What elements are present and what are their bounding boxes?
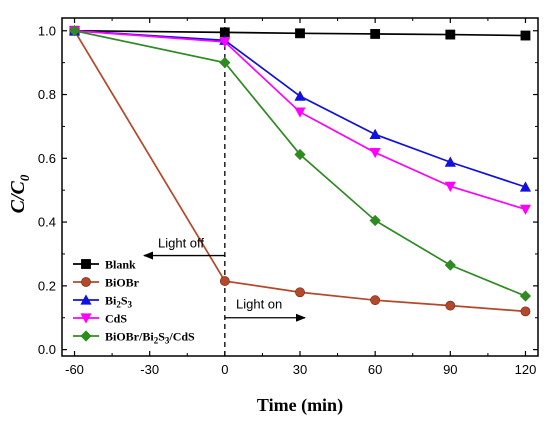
data-point-bi2s3: [294, 90, 306, 101]
data-point-cds: [444, 181, 456, 192]
legend-label-part: Bi: [105, 294, 117, 308]
legend-label-part: S: [158, 330, 165, 344]
legend-marker-cds: [80, 313, 92, 324]
legend-label-part: BiOBr: [105, 276, 140, 290]
x-tick-label: 0: [221, 362, 228, 377]
data-point-biobr-bi2s3-cds: [369, 214, 381, 227]
y-tick-label: 1.0: [38, 23, 56, 38]
light-on-label: Light on: [236, 297, 282, 312]
data-point-biobr-bi2s3-cds: [68, 25, 81, 37]
data-point-biobr: [219, 276, 230, 286]
series-line-bi2s3: [74, 29, 526, 188]
series-biobr: [69, 25, 531, 317]
legend-label-part: Blank: [105, 258, 136, 272]
data-point-blank: [445, 29, 456, 40]
x-tick-label: -60: [65, 362, 84, 377]
y-tick-label: 0.4: [38, 215, 56, 230]
legend-marker-biobr: [81, 277, 91, 287]
data-point-biobr: [445, 300, 456, 311]
legend-label-cds: CdS: [105, 312, 127, 326]
data-point-bi2s3: [369, 128, 381, 139]
y-tick-label: 0.8: [38, 87, 56, 102]
data-point-blank: [370, 29, 381, 39]
y-tick-label: 0.0: [38, 342, 56, 357]
plot-frame: [61, 17, 539, 357]
x-tick-label: 90: [443, 362, 457, 377]
series-blank: [69, 25, 531, 41]
series-cds: [68, 26, 532, 215]
data-point-biobr: [295, 287, 305, 298]
data-point-biobr: [370, 295, 381, 306]
legend-label-part: S: [121, 294, 128, 308]
series-line-cds: [74, 29, 526, 211]
series-line-blank: [74, 29, 526, 37]
data-point-bi2s3: [519, 181, 532, 192]
x-tick-label: 120: [515, 362, 537, 377]
legend-marker-blank: [81, 259, 91, 269]
data-point-biobr-bi2s3-cds: [519, 290, 532, 302]
light-off-label: Light off: [158, 236, 204, 251]
data-point-cds: [519, 204, 532, 215]
y-axis-title: C/C0: [7, 174, 32, 213]
x-tick-label: 30: [293, 362, 307, 377]
legend-label-part: 3: [128, 300, 133, 310]
series-line-biobr: [73, 30, 526, 313]
legend-marker-biobr-bi2s3-cds: [80, 330, 92, 342]
data-point-biobr-bi2s3-cds: [294, 148, 306, 161]
x-tick-label: 60: [368, 362, 382, 377]
legend-label-biobr-bi2s3-cds: BiOBr/Bi2S3/CdS: [105, 330, 195, 346]
legend-marker-bi2s3: [80, 294, 92, 305]
series-biobr-bi2s3-cds: [68, 25, 532, 302]
x-tick-label: -30: [140, 362, 159, 377]
data-point-biobr-bi2s3-cds: [219, 57, 231, 69]
data-point-cds: [294, 107, 306, 118]
legend-label-part: CdS: [105, 312, 127, 326]
data-point-cds: [219, 37, 231, 48]
data-point-biobr-bi2s3-cds: [444, 259, 456, 271]
plot-area: -60 -30 0 30 60 90 120 0.0 0.2 0.4 0.6 0.8 1.0 Light …: [38, 17, 539, 377]
legend-label-part: /CdS: [168, 330, 195, 344]
data-point-bi2s3: [444, 156, 456, 167]
data-point-blank: [295, 28, 305, 39]
legend-label-part: 3: [165, 336, 170, 346]
legend-label-part: 2: [154, 336, 159, 346]
x-axis-title: Time (min): [257, 395, 343, 416]
legend-label-biobr: BiOBr: [105, 276, 140, 290]
series-line-biobr-bi2s3-cds: [74, 29, 526, 297]
legend-label-part: 2: [116, 300, 121, 310]
y-tick-label: 0.6: [38, 151, 56, 166]
legend-label-blank: Blank: [105, 258, 136, 272]
data-point-blank: [520, 30, 531, 41]
y-tick-label: 0.2: [38, 278, 56, 293]
data-point-cds: [369, 147, 381, 159]
legend-label-part: BiOBr/Bi: [105, 330, 154, 344]
data-point-biobr: [520, 306, 531, 317]
legend-label-bi2s3: Bi2S3: [105, 294, 133, 310]
